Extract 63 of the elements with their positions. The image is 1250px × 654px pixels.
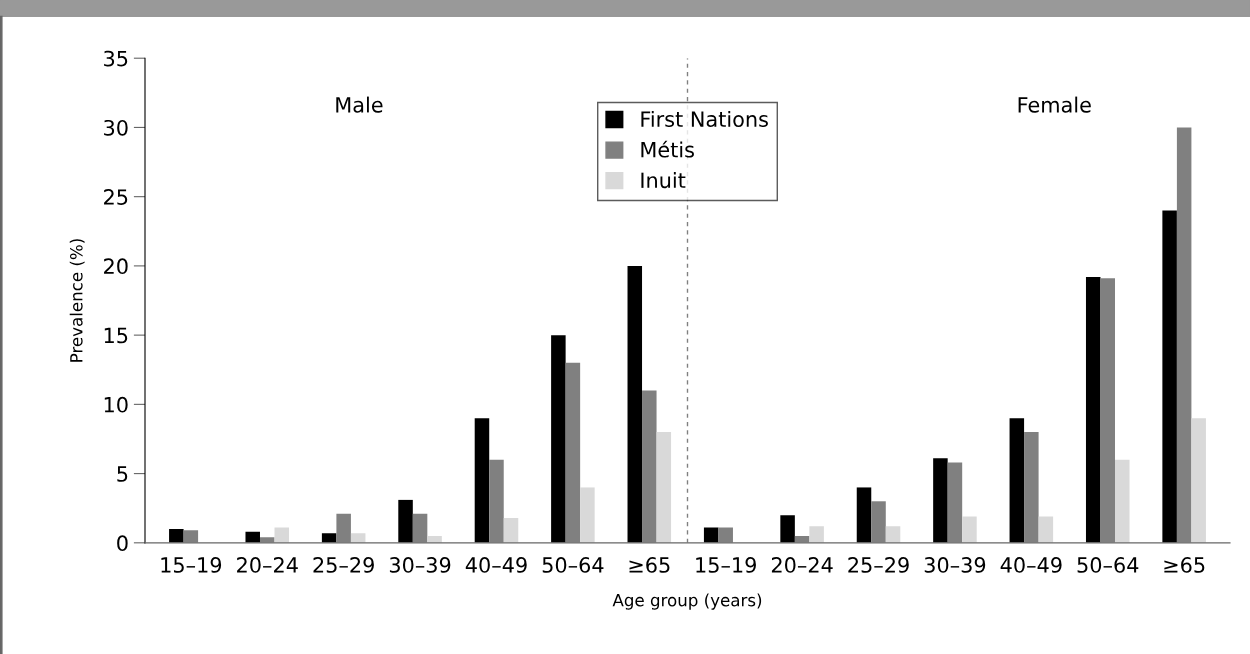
bar xyxy=(642,390,657,543)
bar xyxy=(565,362,581,543)
x-tick-label: 50–64 xyxy=(542,557,604,573)
bar xyxy=(962,516,977,543)
x-tick-label: ≥65 xyxy=(629,557,670,573)
bar xyxy=(245,531,260,543)
bar xyxy=(1024,432,1039,543)
bar xyxy=(1191,418,1206,543)
bar xyxy=(259,537,275,543)
y-tick-label: 0 xyxy=(117,535,128,552)
y-axis-title: Prevalence (%) xyxy=(69,239,85,362)
y-tick-label: 15 xyxy=(104,327,128,344)
bar xyxy=(809,526,824,543)
bar xyxy=(1009,418,1025,543)
bar xyxy=(489,459,504,543)
bar xyxy=(856,487,872,543)
bar xyxy=(1115,459,1130,543)
bar xyxy=(718,527,733,543)
bar xyxy=(474,418,490,543)
bar xyxy=(580,487,595,543)
x-axis-title: Age group (years) xyxy=(612,593,762,610)
y-tick-label: 30 xyxy=(104,119,128,136)
bar xyxy=(885,526,901,543)
x-tick-label: 20–24 xyxy=(237,557,298,573)
bar xyxy=(871,501,886,543)
y-tick-label: 35 xyxy=(104,50,128,67)
x-tick-label: 50–64 xyxy=(1077,557,1139,573)
bar xyxy=(656,432,672,543)
y-tick-label: 10 xyxy=(104,396,128,413)
bar xyxy=(412,513,428,543)
x-tick-label: 40–49 xyxy=(465,557,527,573)
bar xyxy=(398,499,413,543)
legend-label: Métis xyxy=(641,140,694,158)
y-tick-label: 25 xyxy=(104,189,128,205)
x-tick-label: 40–49 xyxy=(1000,557,1062,573)
bar xyxy=(336,513,351,543)
bar xyxy=(1100,278,1116,543)
x-tick-label: 30–39 xyxy=(924,557,986,573)
y-tick-label: 20 xyxy=(104,258,128,275)
x-tick-label: 20–24 xyxy=(771,557,833,573)
legend-label: First Nations xyxy=(641,110,768,128)
bar xyxy=(627,265,643,543)
x-tick-label: ≥65 xyxy=(1164,557,1205,573)
bar xyxy=(780,515,795,543)
annotation: Female xyxy=(1018,96,1091,113)
bar xyxy=(183,530,199,543)
x-tick-label: 25–29 xyxy=(313,557,374,573)
bar xyxy=(1038,516,1054,543)
x-tick-label: 15–19 xyxy=(161,557,222,573)
bar xyxy=(551,335,566,543)
bar xyxy=(1162,210,1177,543)
x-tick-label: 30–39 xyxy=(389,557,451,573)
bar xyxy=(1176,127,1192,543)
y-tick-label: 5 xyxy=(117,466,128,482)
annotation: Male xyxy=(336,96,383,113)
bar xyxy=(947,462,963,543)
legend-label: Inuit xyxy=(641,172,686,189)
x-tick-label: 15–19 xyxy=(696,557,756,573)
bar xyxy=(933,458,948,543)
bar xyxy=(503,517,519,543)
bar xyxy=(1085,276,1101,543)
bar xyxy=(169,528,184,543)
x-tick-label: 25–29 xyxy=(848,557,909,573)
